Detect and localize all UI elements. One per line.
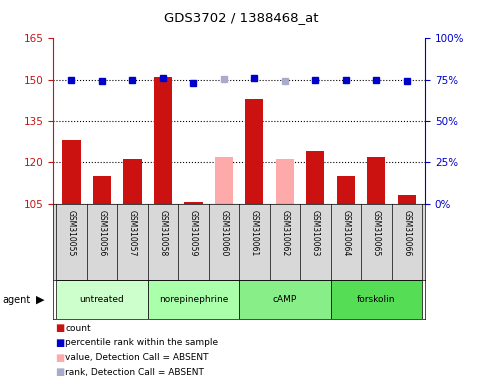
Text: ■: ■	[56, 367, 65, 377]
Text: forskolin: forskolin	[357, 295, 396, 304]
Text: GSM310061: GSM310061	[250, 210, 259, 256]
Text: GSM310065: GSM310065	[372, 210, 381, 256]
Text: ■: ■	[56, 338, 65, 348]
Bar	[245, 99, 263, 204]
Text: percentile rank within the sample: percentile rank within the sample	[65, 338, 218, 348]
Bar	[330, 280, 422, 319]
Text: norepinephrine: norepinephrine	[159, 295, 228, 304]
Bar	[56, 280, 148, 319]
Text: agent: agent	[2, 295, 30, 305]
Text: GSM310058: GSM310058	[158, 210, 168, 256]
Bar	[123, 159, 142, 204]
Bar	[62, 140, 81, 204]
Text: GSM310057: GSM310057	[128, 210, 137, 256]
Text: GDS3702 / 1388468_at: GDS3702 / 1388468_at	[164, 12, 319, 25]
Text: ■: ■	[56, 323, 65, 333]
Text: value, Detection Call = ABSENT: value, Detection Call = ABSENT	[65, 353, 209, 362]
Bar	[398, 195, 416, 204]
Bar	[239, 280, 330, 319]
Text: GSM310056: GSM310056	[98, 210, 106, 256]
Text: GSM310066: GSM310066	[402, 210, 411, 256]
Text: cAMP: cAMP	[273, 295, 297, 304]
Text: GSM310059: GSM310059	[189, 210, 198, 256]
Text: ■: ■	[56, 353, 65, 362]
Text: GSM310064: GSM310064	[341, 210, 350, 256]
Bar	[93, 176, 111, 204]
Text: ▶: ▶	[36, 295, 44, 305]
Bar	[184, 202, 202, 204]
Bar	[337, 176, 355, 204]
Text: rank, Detection Call = ABSENT: rank, Detection Call = ABSENT	[65, 367, 204, 377]
Text: GSM310062: GSM310062	[280, 210, 289, 256]
Bar	[276, 159, 294, 204]
Bar	[367, 157, 385, 204]
Text: GSM310055: GSM310055	[67, 210, 76, 256]
Text: untreated: untreated	[80, 295, 124, 304]
Text: count: count	[65, 324, 91, 333]
Bar	[215, 157, 233, 204]
Text: GSM310060: GSM310060	[219, 210, 228, 256]
Bar	[148, 280, 239, 319]
Bar	[154, 77, 172, 204]
Text: GSM310063: GSM310063	[311, 210, 320, 256]
Bar	[306, 151, 325, 204]
